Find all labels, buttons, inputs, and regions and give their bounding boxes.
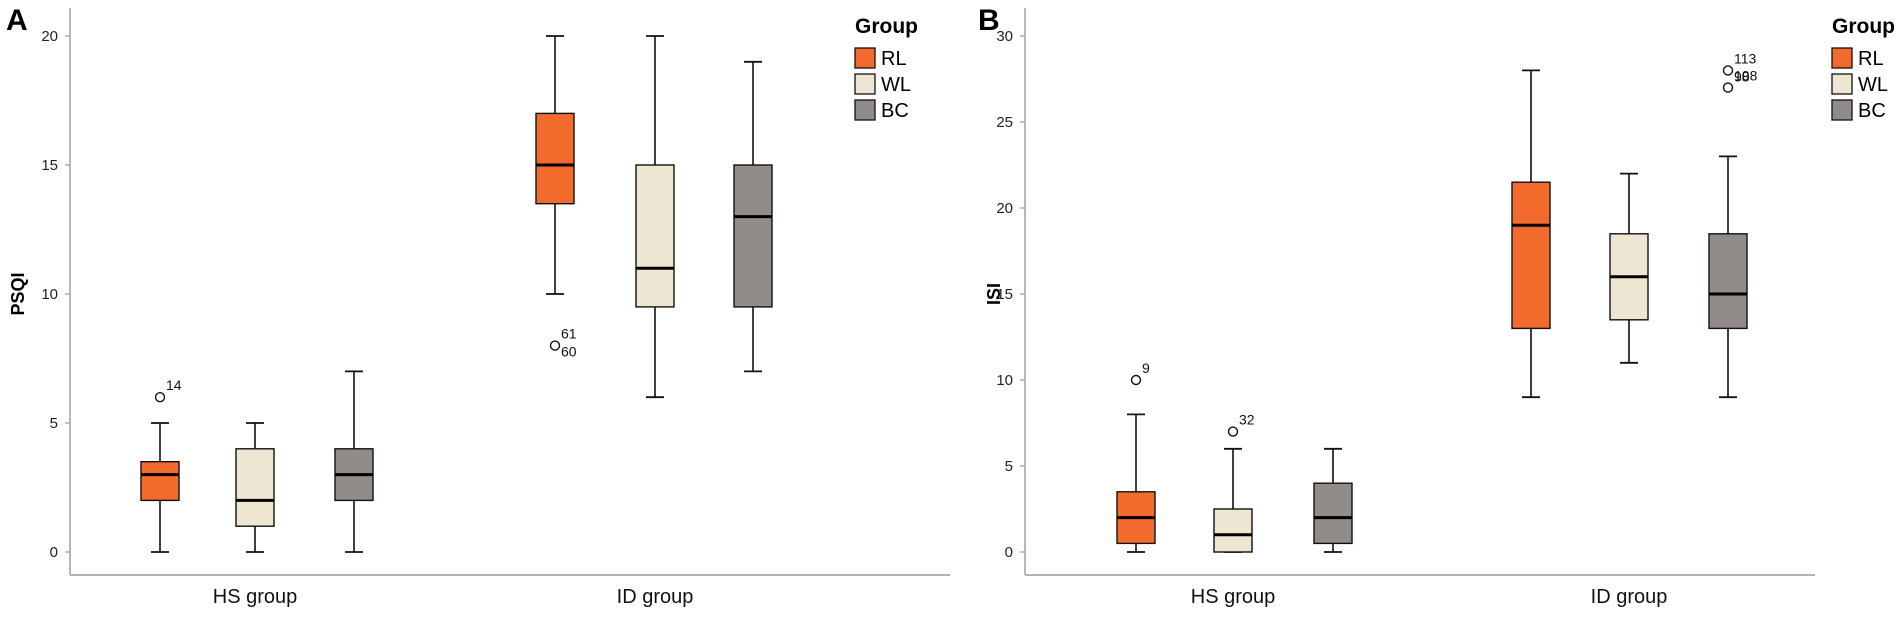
outlier-label-B-RL-0-0: 9 (1142, 360, 1150, 376)
box-A-BC-1 (733, 164, 773, 308)
y-axis-title-B: ISI (984, 283, 1004, 305)
box-A-WL-1 (635, 164, 675, 308)
legend-label-A-RL: RL (881, 48, 907, 70)
category-label-B-0: HS group (1191, 586, 1276, 608)
box-B-RL-1 (1511, 181, 1551, 330)
outlier-label-B-BC-1-1: 98 (1734, 68, 1750, 84)
legend-title-B: Group (1832, 15, 1895, 38)
panel-letter-B: B (978, 4, 1000, 37)
y-tick-label-A-15: 15 (41, 157, 58, 174)
outlier-point-B-BC-1-0 (1722, 65, 1734, 76)
y-tick-label-B-20: 20 (996, 200, 1013, 217)
category-label-B-1: ID group (1591, 586, 1668, 608)
y-tick-label-A-5: 5 (50, 415, 58, 432)
category-label-A-0: HS group (213, 586, 298, 608)
legend-swatch-B-BC (1831, 99, 1853, 121)
legend-swatch-A-BC (854, 99, 876, 121)
legend-swatch-A-WL (854, 73, 876, 95)
y-tick-label-B-30: 30 (996, 28, 1013, 45)
outlier-point-B-RL-0-0 (1130, 374, 1142, 386)
outlier-point-A-RL-0-0 (154, 392, 166, 403)
y-tick-label-B-25: 25 (996, 114, 1013, 131)
box-A-WL-0 (235, 448, 275, 527)
y-tick-label-A-0: 0 (50, 544, 58, 561)
legend-swatch-A-RL (854, 47, 876, 69)
box-B-WL-0 (1213, 508, 1253, 553)
outlier-label-B-BC-1-2: 108 (1734, 68, 1758, 84)
y-tick-label-B-5: 5 (1005, 458, 1013, 475)
y-tick-label-A-10: 10 (41, 286, 58, 303)
panel-letter-A: A (6, 4, 28, 37)
legend-title-A: Group (855, 15, 918, 38)
legend-label-A-WL: WL (881, 74, 911, 96)
box-A-RL-1 (535, 112, 575, 205)
outlier-label-B-WL-0-0: 32 (1239, 412, 1255, 428)
outlier-label-A-RL-0-0: 14 (166, 377, 182, 393)
outlier-label-B-BC-1-0: 113 (1734, 50, 1757, 66)
y-axis-title-A: PSQI (8, 272, 28, 315)
y-tick-label-B-10: 10 (996, 372, 1013, 389)
outlier-point-A-RL-1-0 (549, 340, 561, 351)
y-tick-label-B-15: 15 (996, 286, 1013, 303)
box-B-BC-0 (1313, 482, 1353, 545)
outlier-point-B-BC-1-2 (1722, 82, 1734, 93)
outlier-label-A-RL-1-0: 61 (561, 326, 577, 342)
box-B-BC-1 (1708, 233, 1748, 330)
legend-label-B-WL: WL (1858, 74, 1888, 96)
legend-swatch-B-RL (1831, 47, 1853, 69)
outlier-point-B-WL-0-0 (1227, 426, 1239, 437)
box-A-RL-0 (140, 461, 180, 502)
legend-label-A-BC: BC (881, 100, 909, 122)
y-tick-label-A-20: 20 (41, 28, 58, 45)
category-label-A-1: ID group (617, 586, 694, 608)
y-tick-label-B-0: 0 (1005, 544, 1013, 561)
legend-label-B-RL: RL (1858, 48, 1884, 70)
legend-swatch-B-WL (1831, 73, 1853, 95)
outlier-label-A-RL-1-1: 60 (561, 344, 577, 360)
legend-label-B-BC: BC (1858, 100, 1886, 122)
